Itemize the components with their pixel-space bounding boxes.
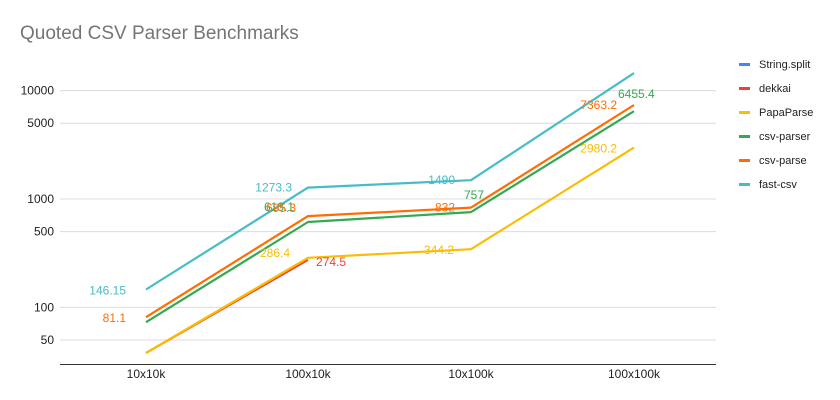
legend-label: String.split (759, 59, 810, 71)
data-label: 832 (435, 201, 455, 215)
y-axis: 50 100 500 1000 5000 10000 (21, 84, 55, 347)
data-label: 81.1 (103, 311, 127, 325)
x-tick-label: 100x100k (608, 367, 661, 381)
legend-label: fast-csv (759, 179, 797, 191)
x-axis: 10x10k 100x10k 10x100k 100x100k (127, 367, 661, 381)
legend-swatch (739, 87, 750, 90)
data-label: 286.4 (260, 246, 290, 260)
data-label: 613.1 (264, 200, 294, 214)
x-tick-label: 10x10k (127, 367, 167, 381)
series-line-PapaParse (145, 146, 635, 354)
y-tick-label: 1000 (27, 192, 54, 206)
data-labels: 274.5 286.4 344.2 2980.2 613.1 757 6455.4 81.1 6… (89, 87, 655, 325)
y-tick-label: 100 (34, 300, 54, 314)
data-label: 2980.2 (580, 142, 617, 156)
grid (60, 90, 716, 365)
data-label: 146.15 (89, 283, 126, 297)
data-label: 1490 (428, 173, 455, 187)
legend: String.split dekkai PapaParse csv-parser csv… (739, 59, 813, 191)
legend-label: dekkai (759, 83, 791, 95)
legend-label: PapaParse (759, 107, 813, 119)
legend-label: csv-parse (759, 155, 807, 167)
data-label: 7363.2 (580, 98, 617, 112)
series-line-csv-parser (145, 110, 635, 324)
series-line-fast-csv (145, 72, 635, 291)
data-label: 757 (464, 188, 484, 202)
legend-swatch (739, 183, 750, 186)
y-tick-label: 10000 (21, 84, 55, 98)
data-label: 695.3 (266, 201, 296, 215)
y-tick-label: 5000 (27, 116, 54, 130)
y-tick-label: 500 (34, 225, 54, 239)
legend-swatch (739, 63, 750, 66)
legend-swatch (739, 159, 750, 162)
chart-title: Quoted CSV Parser Benchmarks (20, 23, 299, 44)
series-line-csv-parse (145, 104, 635, 319)
legend-swatch (739, 135, 750, 138)
data-label: 1273.3 (255, 181, 292, 195)
data-label: 344.2 (424, 243, 454, 257)
plot-area (145, 72, 635, 354)
legend-label: csv-parser (759, 131, 811, 143)
x-tick-label: 10x100k (448, 367, 494, 381)
data-label: 274.5 (316, 255, 346, 269)
y-tick-label: 50 (41, 333, 55, 347)
data-label: 6455.4 (618, 87, 655, 101)
x-tick-label: 100x10k (285, 367, 331, 381)
legend-swatch (739, 111, 750, 114)
